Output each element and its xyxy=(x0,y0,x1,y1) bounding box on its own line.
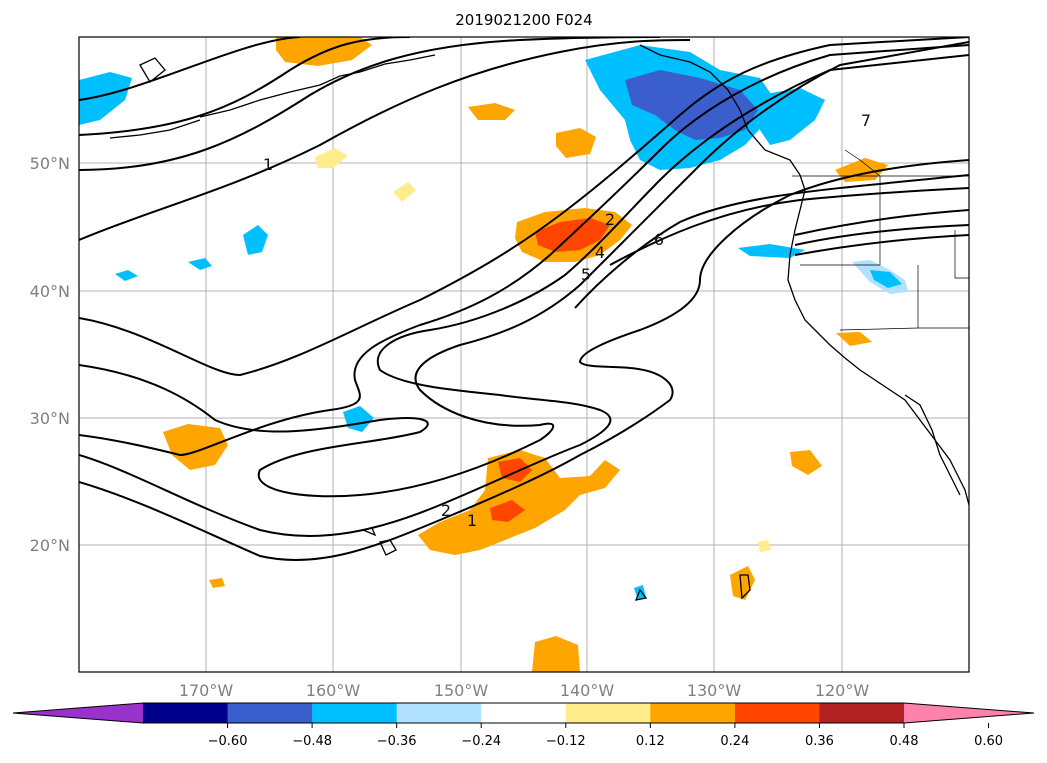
colorbar-segment xyxy=(565,703,651,723)
lon-label: 170°W xyxy=(179,681,234,700)
colorbar-segment xyxy=(143,703,229,723)
colorbar-segment xyxy=(650,703,736,723)
contour-label: 6 xyxy=(654,230,664,249)
colorbar-segment xyxy=(819,703,905,723)
contour-label: 7 xyxy=(861,111,871,130)
lat-label: 40°N xyxy=(30,282,70,301)
colorbar: −0.60 −0.48 −0.36 −0.24 −0.12 0.12 0.24 0.36 0.4… xyxy=(12,702,1035,749)
colorbar-segment xyxy=(312,703,398,723)
graticule xyxy=(79,37,969,672)
lat-label: 30°N xyxy=(30,409,70,428)
lat-label: 50°N xyxy=(30,154,70,173)
contour-label: 2 xyxy=(605,210,615,229)
colorbar-tick-label: −0.12 xyxy=(546,734,586,749)
map-frame xyxy=(78,36,970,673)
colorbar-tick-label: 0.60 xyxy=(974,734,1003,749)
colorbar-tick-label: 0.12 xyxy=(636,734,665,749)
colorbar-extend-low xyxy=(13,703,143,723)
lon-label: 160°W xyxy=(306,681,361,700)
colorbar-tick-label: −0.48 xyxy=(292,734,332,749)
colorbar-segment xyxy=(396,703,482,723)
contour-label: 1 xyxy=(263,155,273,174)
colorbar-segment xyxy=(481,703,567,723)
contour-lines xyxy=(79,37,969,562)
colorbar-tick-label: −0.24 xyxy=(461,734,501,749)
map-area: 1 1 2 2 4 5 6 7 xyxy=(79,37,969,672)
borders xyxy=(792,149,969,331)
map-title: 2019021200 F024 xyxy=(455,11,592,29)
lon-label: 140°W xyxy=(560,681,615,700)
coastlines xyxy=(109,44,969,601)
lon-labels: 170°W 160°W 150°W 140°W 130°W 120°W xyxy=(179,681,870,700)
colorbar-tick-label: 0.36 xyxy=(805,734,834,749)
lat-labels: 50°N 40°N 30°N 20°N xyxy=(30,154,70,555)
lon-label: 120°W xyxy=(815,681,870,700)
colorbar-segment xyxy=(734,703,820,723)
lon-label: 130°W xyxy=(687,681,742,700)
colorbar-extend-high xyxy=(904,703,1034,723)
colorbar-tick-label: 0.48 xyxy=(890,734,919,749)
contour-label: 1 xyxy=(467,511,477,530)
colorbar-tick-label: 0.24 xyxy=(720,734,749,749)
positive-anomaly-south-outer xyxy=(418,450,620,555)
contour-label-group: 1 1 2 2 4 5 6 7 xyxy=(263,111,871,530)
colorbar-segment xyxy=(227,703,313,723)
lon-label: 150°W xyxy=(434,681,489,700)
contour-label: 5 xyxy=(581,265,591,284)
colorbar-tick-label: −0.36 xyxy=(377,734,417,749)
contour-label: 2 xyxy=(441,501,451,520)
colorbar-outline xyxy=(12,702,1035,724)
colorbar-tick-label: −0.60 xyxy=(208,734,248,749)
lat-label: 20°N xyxy=(30,536,70,555)
contour-label: 4 xyxy=(595,243,605,262)
anomaly-fills xyxy=(79,37,908,672)
